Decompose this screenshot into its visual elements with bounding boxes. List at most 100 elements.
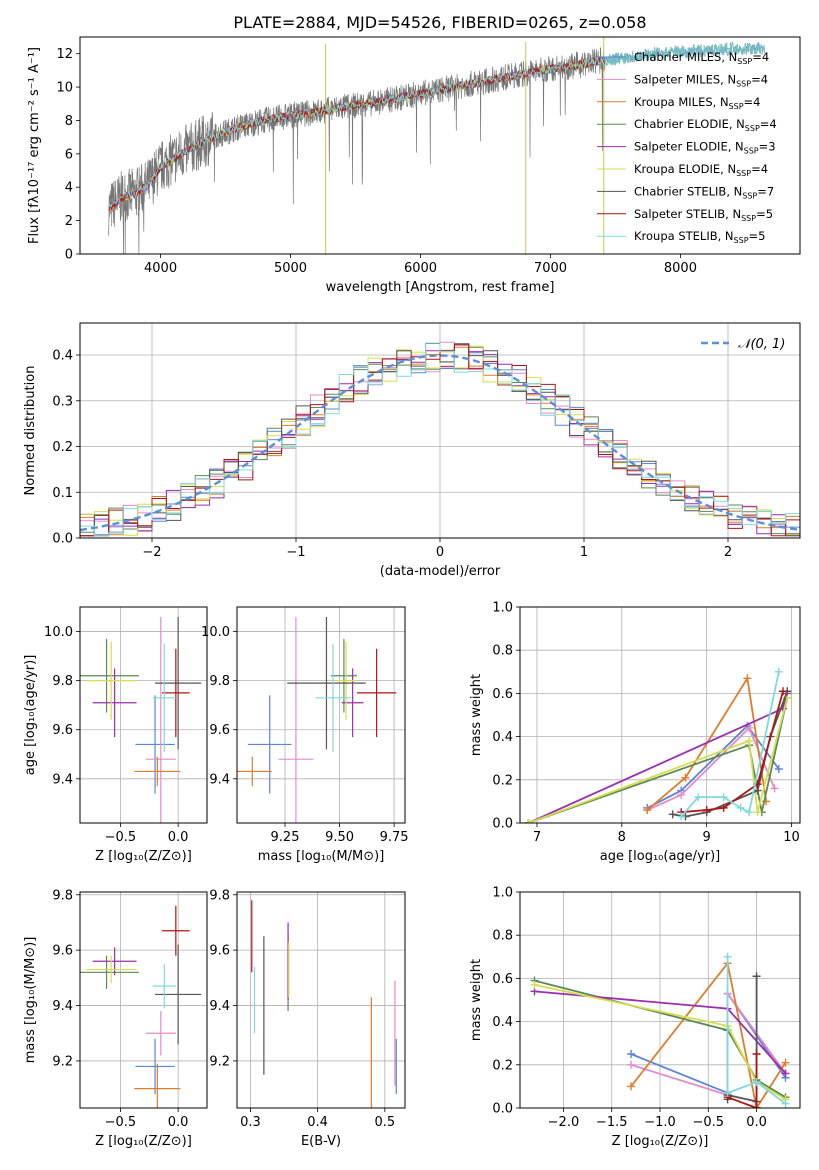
- mass-weight-line: [727, 1054, 758, 1108]
- error-bar-point: [341, 668, 364, 738]
- error-bar-point: [152, 643, 176, 752]
- axes-frame: [79, 891, 208, 1109]
- mass-weight-marker: [736, 803, 745, 812]
- y-tick-label: 9.8: [209, 888, 230, 903]
- y-tick-label: 9.6: [209, 723, 230, 738]
- error-bar-point: [145, 616, 176, 823]
- error-bar-point: [278, 616, 314, 823]
- x-tick-label: −2.0: [548, 1115, 580, 1130]
- y-tick-label: 0.4: [492, 730, 513, 745]
- y-tick-label: 0.0: [492, 817, 513, 832]
- x-tick-label: 0.5: [374, 1115, 395, 1130]
- y-axis-label: mass [log₁₀(M/M⊙)]: [23, 937, 38, 1064]
- x-tick-label: 6000: [404, 261, 437, 276]
- mass-weight-marker: [668, 810, 677, 819]
- y-tick-label: 0.2: [492, 773, 513, 788]
- error-bar-point: [315, 643, 351, 752]
- y-tick-label: 9.8: [52, 674, 73, 689]
- mass-weight-line: [630, 961, 787, 1108]
- x-tick-label: −1: [286, 545, 305, 560]
- mass-weight-marker: [643, 806, 652, 815]
- axes-frame: [79, 322, 801, 539]
- y-tick-label: 0.8: [492, 644, 513, 659]
- plot-area: [80, 905, 202, 1108]
- legend: 𝒩(0, 1): [701, 337, 785, 352]
- x-tick-label: 9.75: [380, 830, 409, 845]
- y-tick-label: 0.2: [52, 440, 73, 455]
- y-tick-label: 10.0: [201, 625, 230, 640]
- mass-weight-marker: [781, 1058, 790, 1067]
- legend-entry: 𝒩(0, 1): [738, 337, 785, 352]
- x-tick-label: 0.3: [240, 1115, 261, 1130]
- x-tick-label: −1.0: [644, 1115, 676, 1130]
- axes-frame: [236, 606, 406, 824]
- y-tick-label: 8: [65, 114, 73, 129]
- error-bar-point: [134, 1063, 181, 1108]
- axes-frame: [79, 36, 801, 255]
- error-bar-point: [152, 964, 176, 1009]
- plot-area: [237, 616, 397, 823]
- x-tick-label: 9: [703, 830, 711, 845]
- legend-entry: Kroupa MILES, NSSP=4: [634, 95, 760, 111]
- x-tick-label: −0.5: [692, 1115, 724, 1130]
- y-tick-label: 4: [65, 181, 73, 196]
- y-tick-label: 9.6: [52, 723, 73, 738]
- mass-weight-line: [680, 671, 780, 818]
- mass-weight-marker: [723, 952, 732, 961]
- residual-histogram: [80, 342, 800, 537]
- mass-weight-marker: [752, 1050, 761, 1058]
- error-bar-point: [155, 616, 202, 750]
- observed-spectrum: [108, 47, 606, 254]
- residual-histogram: [80, 345, 800, 536]
- error-bar-point: [161, 648, 190, 738]
- error-bar-point: [335, 641, 357, 720]
- y-tick-label: 10.0: [44, 625, 73, 640]
- mass-weight-line: [528, 693, 789, 823]
- legend-entry: Chabrier MILES, NSSP=4: [634, 50, 769, 66]
- legend-entry: Kroupa STELIB, NSSP=5: [634, 229, 765, 245]
- plot-area: [108, 37, 766, 254]
- legend-entry: Salpeter STELIB, NSSP=5: [634, 207, 773, 223]
- x-tick-label: 2: [724, 545, 732, 560]
- x-tick-label: 0.0: [168, 1115, 189, 1130]
- mass-weight-marker: [627, 1060, 636, 1069]
- y-tick-label: 9.8: [52, 888, 73, 903]
- x-tick-label: 8: [618, 830, 626, 845]
- x-tick-label: 7000: [534, 261, 567, 276]
- error-bar-point: [85, 955, 137, 984]
- y-tick-label: 1.0: [492, 886, 513, 901]
- y-tick-label: 9.4: [52, 999, 73, 1014]
- error-bar-point: [80, 638, 139, 713]
- y-tick-label: 0.6: [492, 687, 513, 702]
- mass-weight-marker: [530, 980, 539, 989]
- mass-weight-marker: [627, 1082, 636, 1091]
- x-axis-label: wavelength [Angstrom, rest frame]: [326, 280, 555, 295]
- gaussian-model-curve: [80, 354, 798, 532]
- y-axis-label: mass weight: [469, 959, 484, 1041]
- y-tick-label: 9.6: [209, 944, 230, 959]
- mass-weight-marker: [627, 1050, 636, 1058]
- error-bar-point: [161, 905, 190, 956]
- x-tick-label: −0.5: [105, 830, 137, 845]
- legend-entry: Chabrier STELIB, NSSP=7: [634, 184, 774, 200]
- axes-frame: [519, 606, 801, 824]
- error-bar-point: [134, 756, 181, 787]
- mass-weight-line: [646, 675, 767, 811]
- x-tick-label: −0.5: [105, 1115, 137, 1130]
- mass-weight-marker: [723, 1088, 732, 1097]
- x-tick-label: −1.5: [596, 1115, 628, 1130]
- panel-4: 7 8 9 10 0.0 0.2 0.4 0.6 0.8 1.0 age [log₁₀(age/yr…: [469, 601, 801, 864]
- mass-weight-marker: [753, 808, 762, 817]
- panel-2: −0.5 0.0 9.4 9.6 9.8 10.0 Z [log₁₀(Z/Z⊙)] age […: [23, 606, 208, 864]
- y-tick-label: 0.4: [492, 1015, 513, 1030]
- y-tick-label: 12: [56, 47, 73, 62]
- mass-weight-marker: [745, 808, 754, 817]
- x-axis-label: E(B-V): [301, 1134, 341, 1149]
- axes-frame: [519, 891, 801, 1109]
- legend-entry: Salpeter MILES, NSSP=4: [634, 72, 768, 88]
- x-axis-label: age [log₁₀(age/yr)]: [600, 849, 721, 864]
- panel-7: −2.0 −1.5 −1.0 −0.5 0.0 0.0 0.2 0.4 0.6 0.8 1.0 Z […: [469, 886, 801, 1149]
- legend: Chabrier MILES, NSSP=4 Salpeter MILES, NS…: [597, 50, 777, 245]
- x-axis-label: Z [log₁₀(Z/Z⊙)]: [95, 849, 192, 864]
- x-tick-label: 4000: [144, 261, 177, 276]
